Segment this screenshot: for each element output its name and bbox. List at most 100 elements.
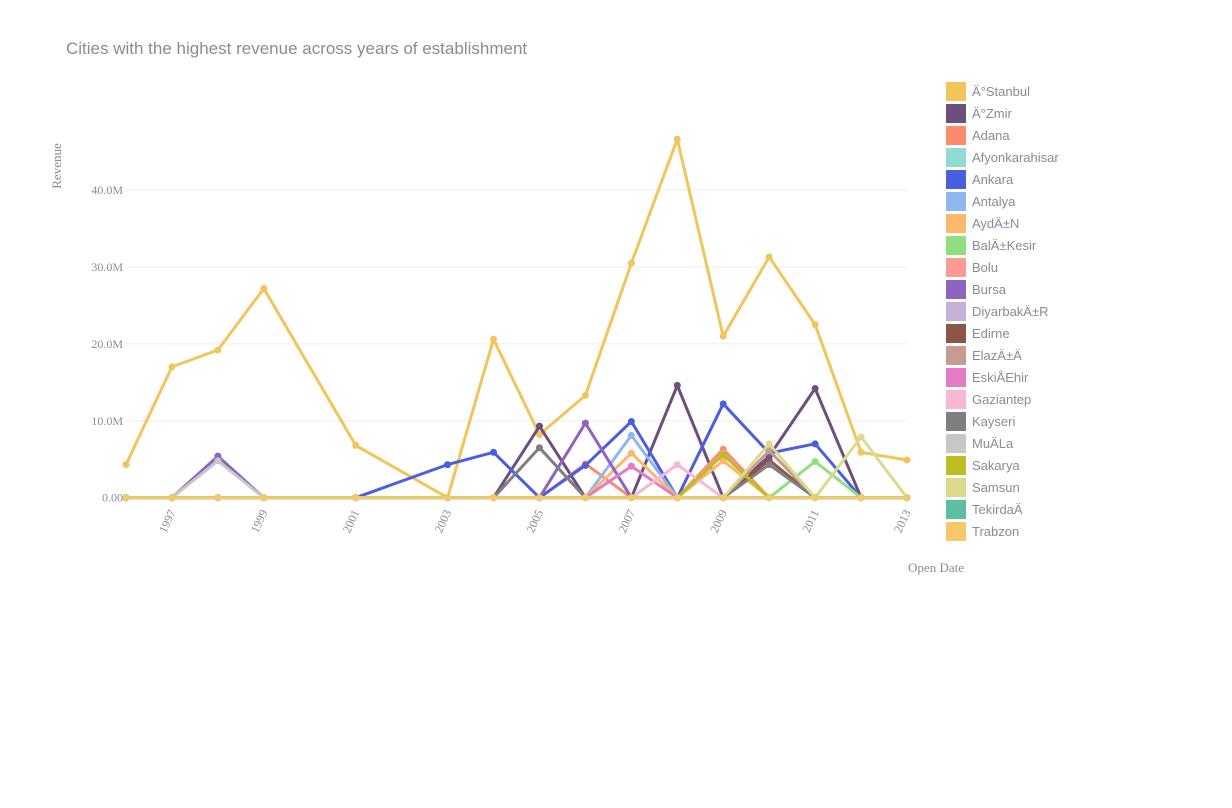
legend-swatch	[946, 478, 966, 497]
legend-swatch	[946, 522, 966, 541]
data-point	[673, 494, 681, 502]
legend-item[interactable]: Ankara	[946, 170, 1014, 189]
legend-swatch	[946, 170, 966, 189]
legend-swatch	[946, 258, 966, 277]
data-point	[352, 441, 360, 449]
legend-item[interactable]: Antalya	[946, 192, 1016, 211]
x-tick-label: 1999	[248, 507, 271, 535]
data-point	[857, 494, 865, 502]
chart-title: Cities with the highest revenue across y…	[66, 39, 527, 58]
data-point	[719, 332, 727, 340]
y-tick-label: 20.0M	[91, 337, 123, 351]
data-point	[214, 346, 222, 354]
data-point	[490, 448, 498, 456]
legend-item[interactable]: Ä°Stanbul	[946, 82, 1030, 101]
legend-swatch	[946, 390, 966, 409]
data-point	[581, 391, 589, 399]
series-line	[124, 137, 909, 500]
data-point	[627, 494, 635, 502]
legend-item[interactable]: Trabzon	[946, 522, 1019, 541]
data-point	[719, 451, 727, 459]
legend-swatch	[946, 456, 966, 475]
x-tick-label: 2009	[707, 507, 730, 535]
data-point	[535, 444, 543, 452]
legend-label: AydÄ±N	[972, 216, 1019, 231]
legend-item[interactable]: Samsun	[946, 478, 1020, 497]
y-tick-label: 10.0M	[91, 414, 123, 428]
legend-swatch	[946, 148, 966, 167]
x-tick-label: 2011	[799, 507, 822, 534]
legend-label: Sakarya	[972, 458, 1020, 473]
data-point	[765, 494, 773, 502]
y-axis: 0.00 10.0M 20.0M 30.0M 40.0M	[91, 183, 123, 505]
legend-item[interactable]: Sakarya	[946, 456, 1020, 475]
x-tick-label: 2003	[431, 507, 454, 535]
data-point	[903, 494, 911, 502]
data-point	[673, 135, 681, 143]
data-point	[122, 461, 130, 469]
legend-label: Ankara	[972, 172, 1014, 187]
legend-label: Afyonkarahisar	[972, 150, 1059, 165]
x-tick-label: 2013	[891, 507, 914, 535]
legend: Ä°Stanbul Ä°Zmir Adana Afyonkarahisar Ankara…	[946, 82, 1059, 541]
data-point	[581, 461, 589, 469]
legend-item[interactable]: Kayseri	[946, 412, 1015, 431]
legend-item[interactable]: TekirdaÄ	[946, 500, 1023, 519]
legend-item[interactable]: Ä°Zmir	[946, 104, 1013, 123]
legend-label: Bursa	[972, 282, 1007, 297]
data-point	[260, 284, 268, 292]
data-point	[719, 400, 727, 408]
legend-label: DiyarbakÄ±R	[972, 304, 1049, 319]
y-axis-title: Revenue	[49, 143, 64, 189]
series-18	[122, 433, 911, 502]
series-20	[122, 494, 911, 502]
data-point	[535, 422, 543, 430]
legend-label: Edirne	[972, 326, 1010, 341]
legend-swatch	[946, 82, 966, 101]
legend-swatch	[946, 104, 966, 123]
data-point	[627, 449, 635, 457]
data-point	[719, 494, 727, 502]
legend-item[interactable]: MuÄLa	[946, 434, 1014, 453]
legend-label: Bolu	[972, 260, 998, 275]
legend-swatch	[946, 214, 966, 233]
data-point	[857, 448, 865, 456]
legend-item[interactable]: DiyarbakÄ±R	[946, 302, 1049, 321]
legend-label: Ä°Stanbul	[972, 84, 1030, 99]
legend-item[interactable]: Bursa	[946, 280, 1007, 299]
x-axis: 1997 1999 2001 2003 2005 2007 2009 2011 2013	[156, 507, 914, 535]
data-point	[214, 494, 222, 502]
data-point	[765, 461, 773, 469]
legend-item[interactable]: ElazÄ±Ä	[946, 346, 1022, 365]
gridlines	[126, 189, 907, 499]
data-point	[168, 363, 176, 371]
legend-item[interactable]: Edirne	[946, 324, 1010, 343]
data-point	[122, 494, 130, 502]
data-point	[765, 447, 773, 455]
legend-label: TekirdaÄ	[972, 502, 1023, 517]
data-point	[811, 440, 819, 448]
x-tick-label: 2007	[615, 507, 638, 535]
legend-item[interactable]: EskiÅEhir	[946, 368, 1029, 387]
data-point	[811, 384, 819, 392]
legend-item[interactable]: AydÄ±N	[946, 214, 1019, 233]
legend-swatch	[946, 236, 966, 255]
series-5	[122, 431, 911, 502]
legend-item[interactable]: Afyonkarahisar	[946, 148, 1059, 167]
data-point	[627, 259, 635, 267]
legend-label: Antalya	[972, 194, 1016, 209]
data-point	[214, 457, 222, 465]
data-point	[627, 418, 635, 426]
legend-item[interactable]: Bolu	[946, 258, 998, 277]
legend-item[interactable]: Gaziantep	[946, 390, 1031, 409]
data-point	[490, 335, 498, 343]
y-tick-label: 0.00	[102, 491, 123, 505]
legend-item[interactable]: Adana	[946, 126, 1010, 145]
data-point	[260, 494, 268, 502]
legend-label: BalÄ±Kesir	[972, 238, 1037, 253]
legend-label: ElazÄ±Ä	[972, 348, 1022, 363]
legend-item[interactable]: BalÄ±Kesir	[946, 236, 1037, 255]
legend-swatch	[946, 434, 966, 453]
x-axis-title: Open Date	[908, 560, 964, 575]
